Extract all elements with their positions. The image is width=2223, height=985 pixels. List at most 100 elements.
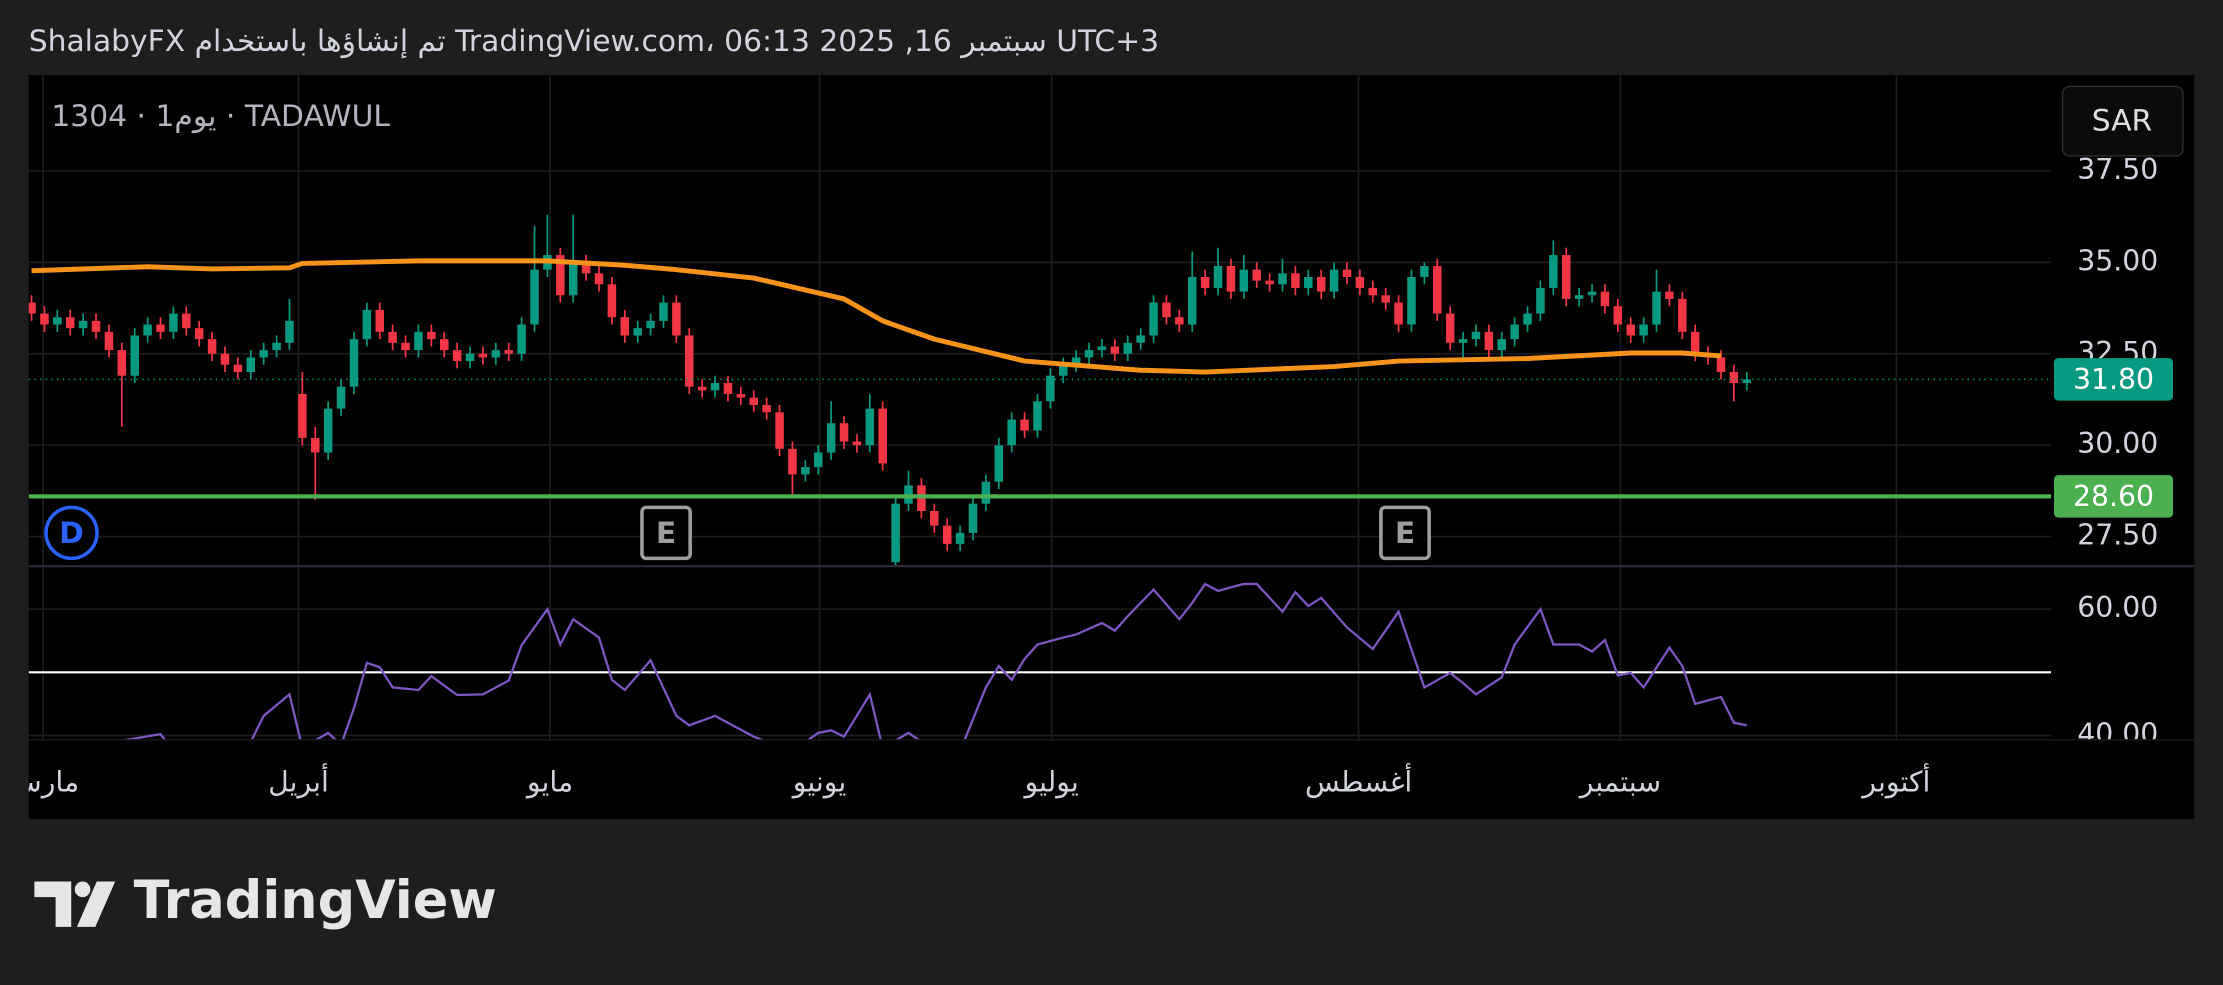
- candle-body: [53, 317, 62, 325]
- candle-body: [1278, 273, 1287, 285]
- candle-body: [1561, 255, 1571, 299]
- candle-body: [1252, 269, 1261, 281]
- candle-body: [1665, 291, 1674, 299]
- candle-body: [826, 423, 836, 453]
- candle-body: [968, 503, 978, 533]
- candle-body: [697, 386, 707, 391]
- candle-body: [104, 331, 114, 351]
- candle-body: [220, 353, 230, 365]
- candle-body: [311, 437, 320, 453]
- candle-body: [1484, 331, 1494, 351]
- grid: [28, 75, 2052, 740]
- candle-body: [1342, 269, 1352, 277]
- candle-body: [478, 353, 488, 358]
- y-tick-label: 27.50: [2077, 519, 2158, 552]
- candle-body: [246, 357, 256, 373]
- candle-body: [1510, 324, 1519, 340]
- candle-body: [65, 317, 75, 329]
- candle-body: [1149, 302, 1158, 336]
- candle-body: [1123, 342, 1133, 354]
- candle-body: [736, 393, 746, 398]
- candle-body: [1084, 350, 1094, 358]
- candle-body: [156, 324, 165, 332]
- candle-body: [1007, 419, 1016, 446]
- candle-body: [556, 255, 565, 296]
- event-label: E: [1395, 516, 1415, 551]
- candle-body: [839, 423, 849, 442]
- candle-body: [1200, 276, 1210, 288]
- currency-label: SAR: [2092, 103, 2152, 138]
- candle-body: [491, 350, 501, 358]
- x-tick-label: يوليو: [1022, 766, 1078, 799]
- candle-body: [878, 408, 887, 464]
- candle-body: [388, 331, 397, 343]
- event-label: D: [59, 516, 84, 551]
- candle-body: [1678, 298, 1687, 332]
- candle-body: [1445, 313, 1455, 343]
- candle-body: [427, 331, 436, 340]
- currency-button[interactable]: [2061, 85, 2184, 157]
- candle-body: [607, 284, 617, 318]
- candle-body: [1381, 295, 1390, 303]
- candle-body: [1690, 331, 1700, 354]
- candle-body: [40, 313, 49, 325]
- candle-body: [207, 339, 217, 354]
- event-marker: [1379, 505, 1431, 561]
- price-pane: [28, 214, 2052, 566]
- candle-body: [28, 302, 36, 314]
- candle-body: [1187, 276, 1197, 325]
- candle-body: [414, 331, 423, 351]
- x-tick-label: سبتمبر: [1578, 766, 1661, 799]
- overlay: 31.80 28.60 D E E: [44, 358, 2174, 561]
- candle-body: [930, 511, 939, 526]
- candle-body: [336, 386, 346, 409]
- candle-body: [517, 324, 526, 354]
- candle-body: [1020, 419, 1029, 431]
- candle-body: [233, 364, 243, 373]
- event-marker: [640, 505, 692, 561]
- candle-body: [865, 408, 875, 446]
- event-marker: [44, 505, 99, 561]
- candle-body: [272, 342, 281, 351]
- candle-body: [1536, 287, 1545, 314]
- candle-body: [375, 309, 385, 332]
- y-tick-label: 30.00: [2077, 427, 2158, 460]
- x-tick-label: أبريل: [268, 763, 329, 799]
- candle-body: [710, 383, 720, 391]
- candle-body: [259, 350, 268, 358]
- candle-body: [1213, 265, 1223, 288]
- candle-body: [285, 320, 294, 343]
- x-tick-label: مايو: [525, 766, 573, 799]
- logo-part: [76, 881, 116, 927]
- logo-part: [74, 881, 91, 898]
- y-tick-label: 37.50: [2077, 153, 2158, 186]
- chart-area: [28, 75, 2195, 820]
- y-tick-label: 60.00: [2077, 591, 2158, 624]
- candle-body: [1239, 269, 1249, 292]
- candle-body: [981, 481, 991, 504]
- candle-body: [465, 353, 475, 362]
- candle-body: [1574, 295, 1584, 299]
- logo-text: TradingView: [134, 870, 497, 931]
- candle-body: [672, 302, 681, 336]
- rsi-pane: [28, 582, 2052, 740]
- candle-body: [1394, 302, 1403, 325]
- candle-body: [1613, 306, 1623, 325]
- logo-part: [34, 881, 72, 927]
- candle-body: [117, 350, 127, 376]
- symbol-title: 1304 · 1يوم · TADAWUL: [51, 99, 390, 134]
- candle-body: [1046, 375, 1055, 402]
- y-tick-label: 40.00: [2077, 717, 2158, 750]
- candle-body: [775, 412, 784, 449]
- candle-body: [685, 335, 694, 387]
- candle-body: [1742, 379, 1752, 384]
- candle-body: [1175, 317, 1184, 325]
- candle-body: [1136, 335, 1145, 343]
- candle-body: [1304, 276, 1313, 288]
- candle-body: [1652, 291, 1661, 325]
- level-label: 28.60: [2073, 480, 2154, 513]
- event-label: E: [656, 516, 676, 551]
- candle-body: [1265, 280, 1274, 285]
- candle-body: [194, 328, 204, 340]
